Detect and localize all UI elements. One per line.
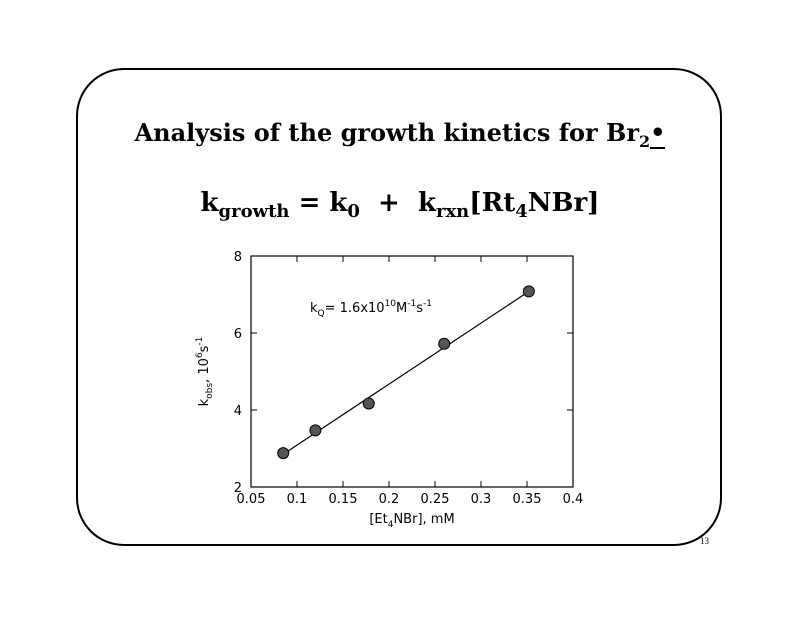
x-tick-label: 0.3: [471, 492, 492, 507]
title-subscript: 2: [638, 131, 651, 151]
eq-equals: =: [289, 188, 330, 218]
x-tick-label: 0.15: [329, 492, 358, 507]
eq-krxn-sub: rxn: [435, 201, 470, 223]
data-point: [438, 337, 451, 350]
data-point: [277, 447, 290, 460]
eq-growth-sub: growth: [218, 201, 290, 223]
x-tick-label: 0.25: [421, 492, 450, 507]
x-tick-label: 0.2: [379, 492, 400, 507]
eq-k0: k: [329, 188, 348, 218]
page-number: 13: [700, 536, 709, 546]
y-tick-label: 6: [234, 327, 242, 342]
x-tick-label: 0.1: [287, 492, 308, 507]
slide-title: Analysis of the growth kinetics for Br2•: [0, 118, 800, 151]
x-tick-label: 0.4: [563, 492, 584, 507]
data-point: [309, 424, 322, 437]
x-axis-label: [Et4NBr], mM: [369, 512, 454, 530]
slide-frame: [76, 68, 722, 546]
eq-bracket-close: NBr]: [527, 188, 600, 218]
data-point: [522, 285, 535, 298]
y-tick-label: 4: [234, 404, 242, 419]
plot-frame: [250, 255, 574, 488]
eq-bracket-open: [Rt: [469, 188, 516, 218]
eq-k0-sub: 0: [347, 201, 360, 223]
y-tick-label: 8: [234, 250, 242, 265]
eq-k-growth: k: [200, 188, 219, 218]
data-point: [362, 397, 375, 410]
x-tick-label: 0.05: [237, 492, 266, 507]
y-axis: 2 4 6 8: [234, 250, 573, 496]
x-axis: 0.05 0.1 0.15 0.2 0.25 0.3 0.35 0.4: [237, 256, 584, 507]
fit-line: [282, 290, 530, 455]
radical-dot: •: [650, 118, 666, 149]
y-axis-label: kobs, 106s-1: [195, 337, 215, 407]
eq-rt-sub: 4: [515, 201, 528, 223]
data-points: [277, 285, 535, 460]
y-tick-label: 2: [234, 481, 242, 496]
title-text: Analysis of the growth kinetics for Br: [134, 118, 639, 147]
rate-constant-annotation: kQ= 1.6x1010M-1s-1: [310, 299, 432, 319]
eq-plus: +: [359, 188, 418, 218]
x-tick-label: 0.35: [513, 492, 542, 507]
eq-krxn: k: [417, 188, 436, 218]
rate-equation: kgrowth = k0 + krxn[Rt4NBr]: [0, 188, 800, 222]
